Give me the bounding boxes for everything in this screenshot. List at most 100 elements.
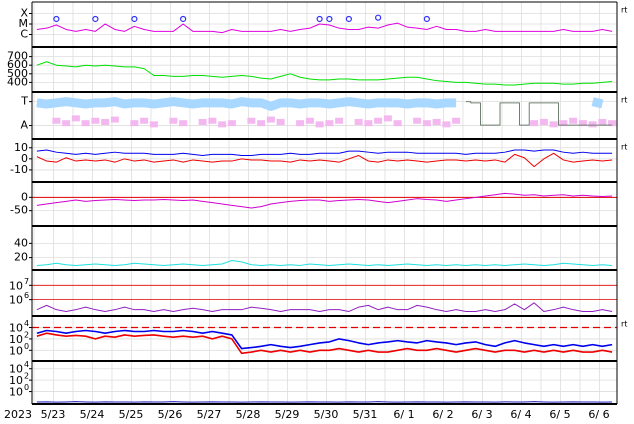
data-dot bbox=[257, 120, 266, 127]
y-tick-exponent: 0 bbox=[24, 342, 29, 351]
data-dot bbox=[530, 120, 539, 127]
x-tick-label: 6/ 5 bbox=[549, 408, 570, 421]
data-dot bbox=[422, 120, 431, 127]
flare-marker bbox=[92, 15, 99, 23]
data-dot bbox=[335, 117, 344, 124]
side-label: rt bbox=[621, 96, 627, 105]
y-tick-label: 400 bbox=[7, 75, 28, 88]
y-tick-label: 20 bbox=[14, 251, 28, 264]
y-tick-label: M bbox=[19, 17, 29, 30]
flare-marker bbox=[131, 15, 138, 23]
series-line bbox=[591, 97, 604, 109]
side-label: rt bbox=[621, 320, 627, 329]
x-tick-label: 6/ 3 bbox=[471, 408, 492, 421]
flare-marker bbox=[345, 15, 352, 23]
x-tick-label: 5/28 bbox=[236, 408, 261, 421]
x-tick-label: 6/ 1 bbox=[393, 408, 414, 421]
y-tick-label: T bbox=[20, 95, 28, 108]
x-tick-label: 5/26 bbox=[158, 408, 183, 421]
x-tick-label: 5/27 bbox=[197, 408, 222, 421]
y-tick-label: -50 bbox=[10, 204, 28, 217]
data-dot bbox=[539, 118, 548, 125]
y-tick-label: C bbox=[20, 27, 28, 40]
y-tick-exponent: 4 bbox=[24, 319, 29, 328]
data-dot bbox=[452, 117, 461, 124]
y-tick-exponent: 2 bbox=[24, 372, 29, 381]
x-tick-label: 5/24 bbox=[80, 408, 105, 421]
data-dot bbox=[315, 121, 324, 128]
data-dot bbox=[266, 116, 275, 123]
y-tick-label: 40 bbox=[14, 236, 28, 249]
series-line bbox=[465, 101, 613, 126]
y-tick-exponent: 7 bbox=[24, 277, 29, 286]
y-tick-label: 10 bbox=[9, 294, 23, 307]
data-dot bbox=[325, 120, 334, 127]
data-dot bbox=[110, 116, 119, 123]
x-tick-label: 5/30 bbox=[314, 408, 339, 421]
y-tick-label: 10 bbox=[9, 322, 23, 335]
data-dot bbox=[432, 118, 441, 125]
flare-marker bbox=[316, 15, 323, 23]
data-dot bbox=[413, 117, 422, 124]
data-dot bbox=[130, 120, 139, 127]
data-dot bbox=[247, 117, 256, 124]
y-tick-label: 600 bbox=[7, 58, 28, 71]
y-tick-label: -10 bbox=[10, 163, 28, 176]
grid-layer bbox=[32, 2, 617, 404]
series-line bbox=[36, 302, 613, 312]
data-dot bbox=[374, 117, 383, 124]
y-tick-label: A bbox=[20, 119, 28, 132]
data-dot bbox=[71, 115, 80, 122]
data-dot bbox=[101, 118, 110, 125]
data-dot bbox=[81, 120, 90, 127]
y-tick-label: 10 bbox=[9, 333, 23, 346]
data-dot bbox=[364, 120, 373, 127]
flare-marker bbox=[180, 15, 187, 23]
y-tick-label: 500 bbox=[7, 67, 28, 80]
side-label: rt bbox=[621, 143, 627, 152]
data-dot bbox=[559, 120, 568, 127]
y-tick-label: 0 bbox=[21, 152, 28, 165]
y-tick-exponent: 2 bbox=[24, 330, 29, 339]
data-dot bbox=[218, 121, 227, 128]
series-line bbox=[36, 259, 613, 266]
y-tick-label: 10 bbox=[9, 279, 23, 292]
x-tick-label: 6/ 4 bbox=[510, 408, 531, 421]
x-tick-label: 6/ 2 bbox=[432, 408, 453, 421]
data-dot bbox=[276, 118, 285, 125]
x-tick-label: 5/29 bbox=[275, 408, 300, 421]
data-dot bbox=[91, 117, 100, 124]
y-tick-exponent: 6 bbox=[24, 291, 29, 300]
x-tick-label: 6/ 6 bbox=[588, 408, 609, 421]
series-line bbox=[36, 152, 613, 168]
y-tick-label: 10 bbox=[9, 374, 23, 387]
series-line bbox=[36, 149, 613, 157]
data-dot bbox=[62, 120, 71, 127]
y-tick-label: 0 bbox=[21, 190, 28, 203]
x-tick-label: 5/31 bbox=[353, 408, 378, 421]
series-line bbox=[36, 97, 457, 111]
data-dot bbox=[578, 120, 587, 127]
data-dot bbox=[198, 118, 207, 125]
data-dot bbox=[442, 121, 451, 128]
frame-layer: 5/23 5/24 5/25 5/26 5/27 5/28 5/29 5/30 5/31 6/ 1… bbox=[7, 1, 627, 421]
y-tick-label: 700 bbox=[7, 50, 28, 63]
side-label: rt bbox=[621, 6, 627, 15]
y-tick-label: 10 bbox=[14, 141, 28, 154]
y-tick-exponent: 0 bbox=[24, 383, 29, 392]
x-tick-label: 5/23 bbox=[41, 408, 66, 421]
series-line bbox=[36, 332, 613, 355]
data-dot bbox=[608, 120, 617, 127]
data-dot bbox=[305, 117, 314, 124]
data-dot bbox=[140, 117, 149, 124]
y-tick-label: 10 bbox=[9, 363, 23, 376]
marks-layer bbox=[32, 14, 617, 403]
data-dot bbox=[383, 115, 392, 122]
data-dot bbox=[598, 118, 607, 125]
y-tick-label: 10 bbox=[9, 344, 23, 357]
series-line bbox=[36, 329, 613, 350]
data-dot bbox=[569, 117, 578, 124]
flare-marker bbox=[423, 15, 430, 23]
